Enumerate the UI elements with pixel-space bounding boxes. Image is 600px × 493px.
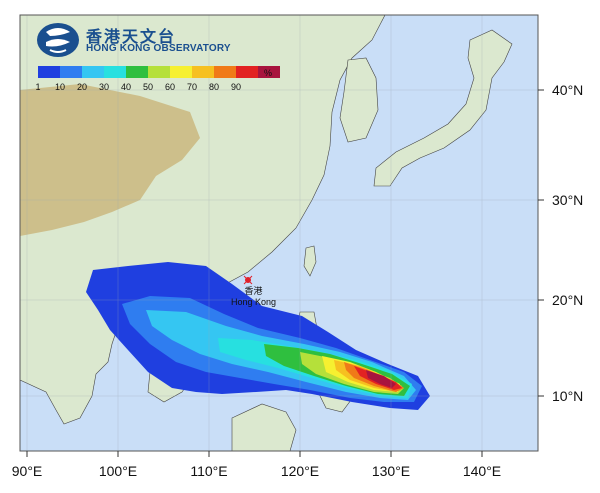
probability-band-peak [366, 370, 396, 388]
legend-tick: 50 [142, 82, 154, 92]
axis-ticks [26, 89, 544, 457]
legend-color-bar [38, 66, 280, 78]
longitude-label: 100°E [98, 463, 138, 479]
latitude-label: 40°N [552, 82, 584, 98]
hong-kong-label: 香港 Hong Kong [231, 286, 276, 308]
legend-tick: 40 [120, 82, 132, 92]
legend-tick: 70 [186, 82, 198, 92]
latitude-label: 30°N [552, 192, 584, 208]
legend-tick: 1 [35, 82, 41, 92]
legend-swatch [192, 66, 214, 78]
borneo-island [231, 403, 297, 451]
legend-swatch [148, 66, 170, 78]
longitude-label: 110°E [190, 463, 228, 479]
longitude-label: 140°E [462, 463, 502, 479]
legend-swatch [214, 66, 236, 78]
legend-swatch [236, 66, 258, 78]
legend-tick: 80 [208, 82, 220, 92]
latitude-label: 20°N [552, 292, 584, 308]
japan-islands [373, 29, 513, 187]
observatory-name-english: HONG KONG OBSERVATORY [86, 43, 231, 54]
legend-unit: % [264, 68, 273, 78]
taiwan-island [303, 245, 317, 277]
longitude-label: 120°E [280, 463, 320, 479]
legend-swatch [104, 66, 126, 78]
legend-tick: 30 [98, 82, 110, 92]
tibetan-plateau [20, 84, 200, 236]
longitude-label: 90°E [11, 463, 43, 479]
map-border [19, 14, 539, 452]
legend-swatch [258, 66, 280, 78]
legend-swatch [126, 66, 148, 78]
hong-kong-name-chinese: 香港 [244, 286, 263, 296]
graticule [20, 15, 538, 451]
longitude-label: 130°E [371, 463, 411, 479]
legend-swatch [82, 66, 104, 78]
hong-kong-name-english: Hong Kong [231, 297, 277, 307]
legend-swatch [60, 66, 82, 78]
legend-swatch [170, 66, 192, 78]
korean-peninsula [339, 57, 379, 143]
observatory-name-chinese: 香港天文台 [86, 29, 177, 46]
probability-swath [86, 262, 430, 410]
latitude-label: 10°N [552, 388, 584, 404]
legend-tick: 10 [54, 82, 66, 92]
legend-tick: 90 [230, 82, 242, 92]
observatory-emblem-icon [37, 23, 79, 57]
legend-tick: 60 [164, 82, 176, 92]
hong-kong-marker [243, 275, 253, 285]
observatory-logo: 香港天文台 HONG KONG OBSERVATORY [36, 22, 236, 60]
legend-swatch [38, 66, 60, 78]
probability-legend: % 1 10 20 30 40 50 60 70 80 90 [35, 66, 280, 100]
legend-tick: 20 [76, 82, 88, 92]
